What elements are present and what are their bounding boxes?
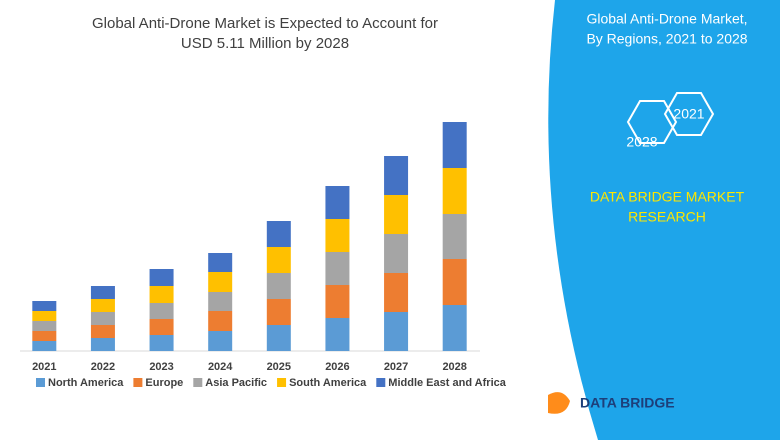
hexagon [663,92,715,136]
bar-segment [149,303,174,319]
legend-swatch [193,378,203,387]
bar-segment [384,273,409,312]
brand: DATA BRIDGE MARKET [590,189,745,205]
legend-swatch [36,378,45,387]
bar-segment [32,311,57,321]
legend-label: North America [48,377,124,389]
bar-segment [325,318,350,351]
bar-segment [442,305,467,351]
chart-title: USD 5.11 Million by 2028 [181,35,349,52]
bar-segment [442,259,467,305]
bar-segment [208,331,233,351]
x-tick-label: 2025 [267,361,291,373]
bar-segment [32,301,57,311]
bar-segment [384,195,409,234]
bar-segment [266,221,291,247]
hexagon-label: 2021 [673,106,704,122]
bar-segment [208,292,233,311]
bar-segment [208,272,233,292]
bar-segment [442,214,467,259]
bar-segment [149,335,174,351]
legend-swatch [133,378,143,387]
legend-label: Middle East and Africa [388,377,506,389]
bar-segment [384,312,409,351]
bar-segment [442,168,467,214]
bar-segment [90,286,115,299]
brand: RESEARCH [628,209,706,225]
plot: 2021 2022 2023 2024 2025 2026 2027 2028 North Am… [32,122,507,389]
bar-segment [325,219,350,252]
legend-label: Europe [145,377,183,389]
bar-segment [266,299,291,325]
bar-segment [90,325,115,338]
bar-segment [266,273,291,299]
logo-icon [548,392,570,414]
x-tick-label: 2028 [442,361,466,373]
x-tick-label: 2022 [91,361,115,373]
panel-title: Global Anti-Drone Market, [586,11,747,27]
bar-segment [208,253,233,272]
panel-title: By Regions, 2021 to 2028 [586,31,747,47]
bar-segment [442,122,467,168]
bar-segment [149,319,174,335]
bar-segment [90,312,115,325]
bar-segment [325,186,350,219]
bar-segment [266,325,291,351]
side-panel [548,0,780,440]
bar-segment [149,286,174,303]
x-tick-label: 2027 [384,361,408,373]
bar-segment [208,311,233,331]
legend-label: South America [289,377,367,389]
x-tick-label: 2023 [149,361,173,373]
x-tick-label: 2026 [325,361,349,373]
bar-segment [90,338,115,351]
x-tick-label: 2024 [208,361,233,373]
chart-title: Global Anti-Drone Market is Expected to … [92,15,438,32]
legend-label: Asia Pacific [205,377,267,389]
bar-segment [325,285,350,318]
bar-segment [384,234,409,273]
legend-swatch [376,378,386,387]
bar-segment [90,299,115,312]
bar-segment [32,341,57,351]
bar-segment [149,269,174,286]
x-tick-label: 2021 [32,361,56,373]
bar-segment [266,247,291,273]
hexagon [626,100,678,144]
legend-swatch [277,378,287,387]
bar-segment [384,156,409,195]
bar-segment [32,321,57,331]
hexagon-label: 2028 [626,134,657,150]
bar-segment [32,331,57,341]
bar-segment [325,252,350,285]
logo-text: DATA BRIDGE [580,395,675,411]
